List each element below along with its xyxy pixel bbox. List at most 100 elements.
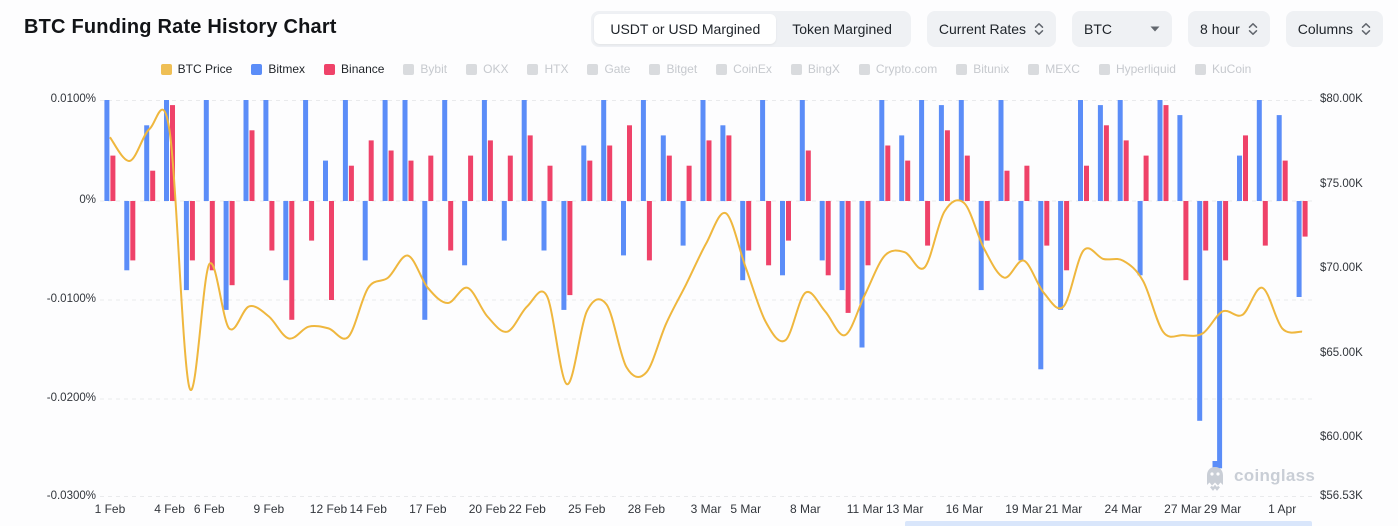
funding-bar-bitmex <box>183 201 189 291</box>
funding-bar-binance <box>786 201 791 241</box>
funding-bar-binance <box>1064 201 1070 271</box>
segment-usdt-usd-margined[interactable]: USDT or USD Margined <box>594 14 777 44</box>
x-date-tick: 5 Mar <box>730 502 762 516</box>
funding-bar-binance <box>428 155 434 201</box>
funding-bar-bitmex <box>1177 115 1183 201</box>
funding-bar-binance <box>507 155 513 201</box>
funding-bar-bitmex <box>581 145 587 201</box>
legend-item-okx[interactable]: OKX <box>466 62 508 76</box>
funding-bar-bitmex <box>879 100 885 201</box>
funding-bar-binance <box>408 160 414 201</box>
x-date-tick: 13 Mar <box>886 502 924 516</box>
funding-bar-binance <box>905 160 911 201</box>
x-date-tick: 22 Feb <box>508 502 546 516</box>
legend-label: BingX <box>807 62 840 76</box>
funding-bar-bitmex <box>799 100 805 201</box>
y-right-tick: $65.00K <box>1320 346 1363 359</box>
coinglass-watermark-text: coinglass <box>1234 466 1316 485</box>
funding-bar-bitmex <box>1197 201 1203 421</box>
funding-bar-binance <box>845 201 851 313</box>
funding-bar-binance <box>329 201 334 300</box>
funding-bar-binance <box>1084 165 1089 201</box>
funding-bar-binance <box>1302 201 1308 237</box>
legend-swatch <box>858 63 870 75</box>
funding-bar-bitmex <box>481 100 487 201</box>
funding-bar-binance <box>686 165 692 201</box>
page-title: BTC Funding Rate History Chart <box>24 16 337 38</box>
legend-item-kucoin[interactable]: KuCoin <box>1194 62 1252 76</box>
x-date-tick: 3 Mar <box>690 502 722 516</box>
funding-bar-binance <box>1163 105 1169 201</box>
funding-bar-bitmex <box>243 100 249 201</box>
columns-dropdown[interactable]: Columns <box>1285 11 1383 47</box>
funding-bar-binance <box>627 125 632 202</box>
funding-bar-bitmex <box>780 201 785 276</box>
y-left-tick: -0.0300% <box>46 490 96 502</box>
legend-swatch <box>1098 63 1110 75</box>
legend-item-bitmex[interactable]: Bitmex <box>251 62 305 76</box>
legend-item-hyperliquid[interactable]: Hyperliquid <box>1098 62 1176 76</box>
funding-bar-binance <box>368 140 374 201</box>
funding-bar-binance <box>388 150 394 201</box>
coinglass-ghost-logo-icon <box>1203 461 1227 491</box>
segment-token-margined[interactable]: Token Margined <box>792 21 892 37</box>
y-left-tick: -0.0200% <box>46 392 96 404</box>
funding-bar-bitmex <box>104 100 110 201</box>
legend-swatch <box>160 63 172 75</box>
funding-bar-bitmex <box>938 105 944 201</box>
x-date-tick: 29 Mar <box>1203 502 1242 516</box>
y-right-tick: $56.53K <box>1320 490 1363 502</box>
funding-bar-binance <box>229 201 235 286</box>
symbol-select[interactable]: BTC <box>1072 11 1173 47</box>
funding-bar-binance <box>189 201 195 261</box>
legend-item-mexc[interactable]: MEXC <box>1028 62 1080 76</box>
legend-swatch <box>527 63 539 75</box>
legend-item-crypto-com[interactable]: Crypto.com <box>858 62 938 76</box>
legend-item-binance[interactable]: Binance <box>324 62 384 76</box>
funding-bar-binance <box>1044 201 1050 246</box>
funding-bar-bitmex <box>1256 100 1262 201</box>
legend-label: Hyperliquid <box>1115 62 1176 76</box>
funding-bar-bitmex <box>144 125 150 202</box>
funding-bar-binance <box>249 130 255 201</box>
funding-bar-bitmex <box>919 100 925 201</box>
legend-item-coinex[interactable]: CoinEx <box>716 62 772 76</box>
funding-bar-bitmex <box>422 201 428 320</box>
funding-bar-binance <box>209 201 215 271</box>
y-left-tick: 0% <box>79 194 96 206</box>
legend-swatch <box>466 63 478 75</box>
funding-bar-bitmex <box>899 135 905 201</box>
legend-item-btc-price[interactable]: BTC Price <box>160 62 232 76</box>
legend-label: Gate <box>604 62 631 76</box>
funding-bar-bitmex <box>1237 155 1242 201</box>
legend-label: KuCoin <box>1211 62 1252 76</box>
x-date-tick: 17 Feb <box>409 502 447 516</box>
funding-bar-binance <box>1183 201 1189 281</box>
legend-item-bybit[interactable]: Bybit <box>403 62 447 76</box>
funding-bar-binance <box>1143 155 1149 201</box>
x-date-tick: 1 Apr <box>1268 502 1297 516</box>
interval-dropdown[interactable]: 8 hour <box>1188 11 1270 47</box>
funding-bar-bitmex <box>859 201 865 348</box>
y-right-tick: $70.00K <box>1320 262 1363 275</box>
funding-rate-plot-area[interactable] <box>100 100 1312 497</box>
funding-bar-binance <box>607 145 613 201</box>
legend-item-bitunix[interactable]: Bitunix <box>956 62 1009 76</box>
coinglass-watermark: coinglass <box>1203 461 1315 491</box>
funding-bar-bitmex <box>819 201 825 261</box>
x-date-tick: 20 Feb <box>468 502 507 516</box>
y-right-tick: $80.00K <box>1320 93 1363 105</box>
funding-bar-bitmex <box>263 100 269 201</box>
current-rates-dropdown[interactable]: Current Rates <box>926 11 1057 47</box>
funding-bar-bitmex <box>958 100 964 201</box>
funding-bar-binance <box>547 165 553 201</box>
funding-bar-bitmex <box>1276 115 1282 201</box>
legend-label: Crypto.com <box>875 62 938 76</box>
legend-item-gate[interactable]: Gate <box>587 62 630 76</box>
funding-bar-bitmex <box>998 100 1004 201</box>
legend-item-bitget[interactable]: Bitget <box>649 62 697 76</box>
legend-label: OKX <box>483 62 509 76</box>
legend-item-htx[interactable]: HTX <box>527 62 568 76</box>
legend-item-bingx[interactable]: BingX <box>790 62 840 76</box>
margin-type-segmented-control: USDT or USD Margined Token Margined <box>591 11 911 47</box>
